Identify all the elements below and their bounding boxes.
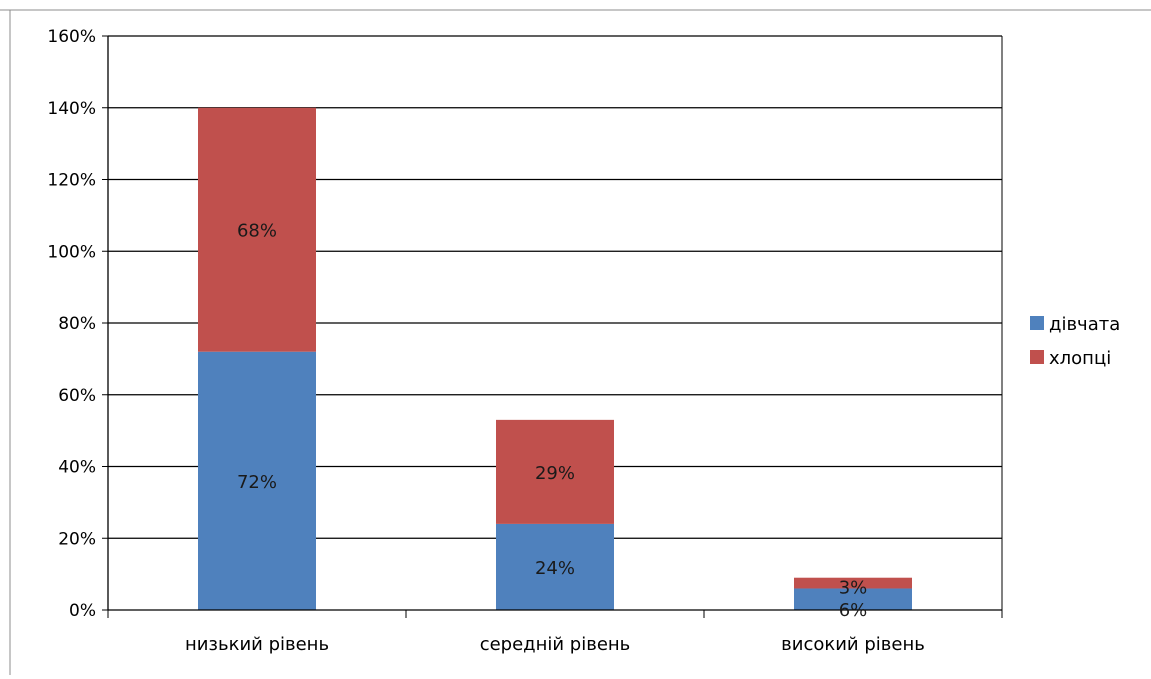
legend-swatch bbox=[1030, 350, 1044, 364]
legend-label: дівчата bbox=[1049, 314, 1120, 335]
y-tick-label: 20% bbox=[58, 529, 96, 549]
data-label: 24% bbox=[535, 558, 575, 579]
legend-label: хлопці bbox=[1049, 348, 1111, 369]
y-tick-label: 80% bbox=[58, 314, 96, 334]
x-tick-label: середній рівень bbox=[480, 634, 631, 655]
bars bbox=[198, 107, 912, 610]
axes: 0% 20% 40% 60% 80% 100% 120% 140% 160% низький рі… bbox=[47, 27, 1003, 655]
data-label: 29% bbox=[535, 463, 575, 484]
x-tick-label: високий рівень bbox=[781, 634, 925, 655]
data-labels: 72% 68% 24% 29% 6%3% bbox=[237, 221, 867, 621]
y-tick-label: 160% bbox=[47, 27, 96, 47]
bar-segment bbox=[496, 419, 614, 524]
bar-segment bbox=[794, 577, 912, 589]
data-label: 3% bbox=[839, 578, 868, 599]
y-tick-label: 40% bbox=[58, 458, 96, 478]
data-label: 68% bbox=[237, 221, 277, 242]
bar-segment bbox=[496, 523, 614, 610]
bar-segment bbox=[198, 107, 316, 352]
x-tick-label: низький рівень bbox=[185, 634, 329, 655]
legend-swatch bbox=[1030, 316, 1044, 330]
bar-segment bbox=[198, 351, 316, 610]
y-tick-label: 60% bbox=[58, 386, 96, 406]
y-tick-label: 120% bbox=[47, 171, 96, 191]
data-label: 6% bbox=[839, 600, 868, 621]
y-tick-label: 140% bbox=[47, 99, 96, 119]
y-tick-label: 0% bbox=[69, 601, 96, 621]
y-tick-label: 100% bbox=[47, 242, 96, 262]
bar-segment bbox=[794, 588, 912, 610]
data-label: 72% bbox=[237, 472, 277, 493]
legend: дівчата хлопці bbox=[1030, 314, 1120, 369]
